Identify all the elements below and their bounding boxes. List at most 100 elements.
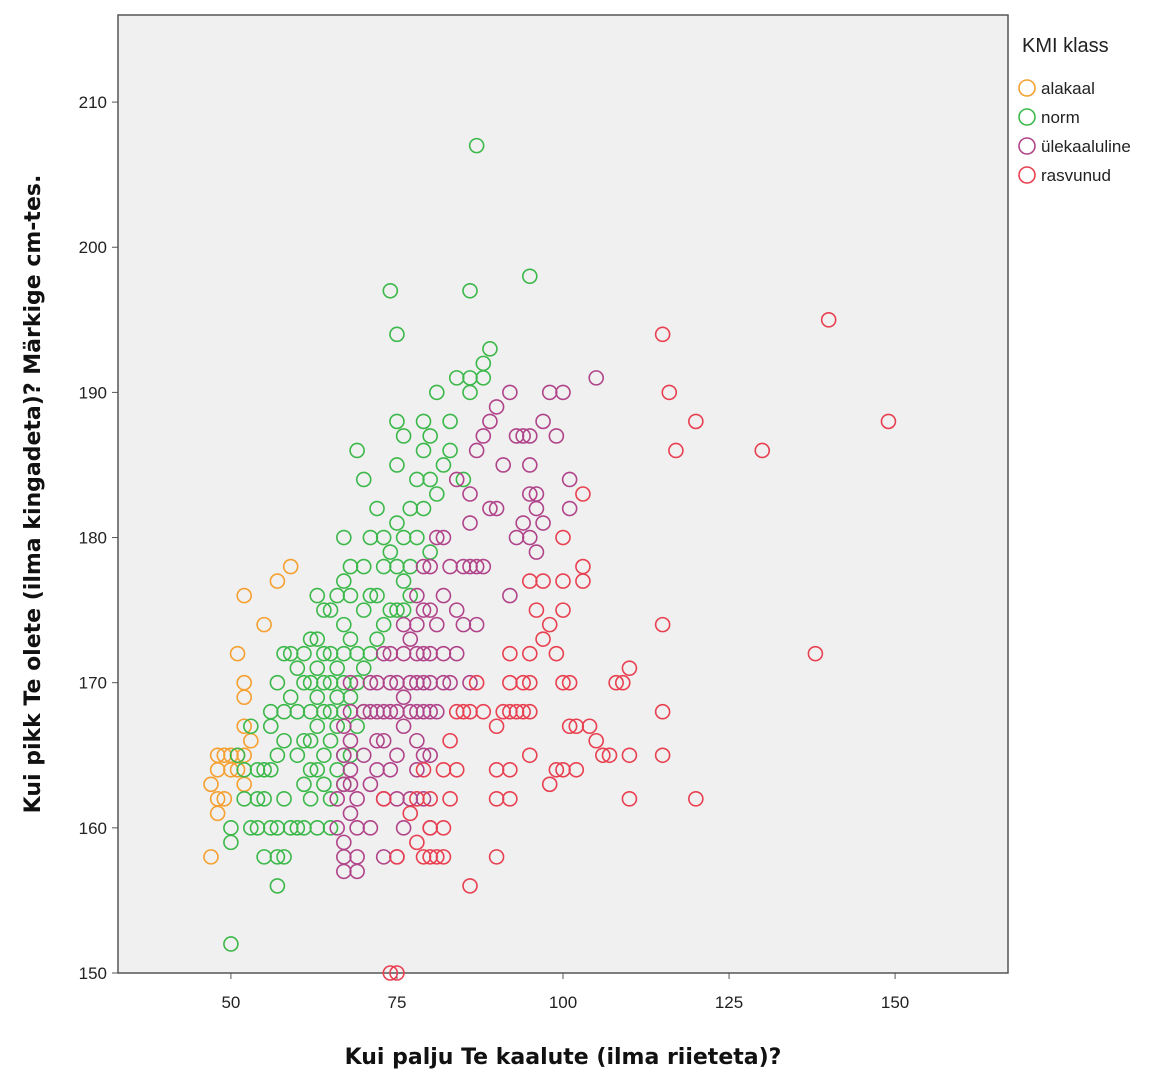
point-norm bbox=[395, 428, 412, 444]
point-norm bbox=[442, 442, 458, 459]
point-rasvunud bbox=[688, 413, 704, 430]
x-tick-label: 50 bbox=[221, 993, 240, 1012]
point--lekaaluline bbox=[355, 747, 372, 764]
point-rasvunud bbox=[581, 718, 598, 735]
point-rasvunud bbox=[389, 849, 405, 865]
point--lekaaluline bbox=[382, 761, 399, 778]
point--lekaaluline bbox=[362, 820, 379, 836]
point--lekaaluline bbox=[535, 515, 551, 531]
point-norm bbox=[349, 442, 365, 459]
point--lekaaluline bbox=[422, 558, 438, 575]
point--lekaaluline bbox=[488, 399, 505, 415]
point--lekaaluline bbox=[422, 747, 438, 764]
point--lekaaluline bbox=[342, 805, 359, 822]
point--lekaaluline bbox=[415, 558, 432, 575]
point-norm bbox=[429, 486, 445, 502]
point-rasvunud bbox=[502, 791, 518, 807]
point-norm bbox=[302, 631, 319, 647]
x-tick-label: 150 bbox=[881, 993, 909, 1012]
legend-label-alakaal: alakaal bbox=[1041, 79, 1095, 98]
point-norm bbox=[415, 500, 432, 517]
point-rasvunud bbox=[654, 326, 671, 343]
point--lekaaluline bbox=[495, 457, 512, 473]
point-rasvunud bbox=[561, 674, 578, 691]
point--lekaaluline bbox=[435, 529, 452, 546]
y-tick-label: 170 bbox=[79, 674, 107, 693]
point-rasvunud bbox=[654, 747, 671, 764]
point-norm bbox=[382, 544, 399, 560]
point--lekaaluline bbox=[588, 370, 605, 386]
point--lekaaluline bbox=[382, 703, 399, 720]
point-rasvunud bbox=[535, 631, 551, 647]
point-rasvunud bbox=[442, 791, 458, 807]
point-norm bbox=[468, 137, 485, 154]
y-tick-label: 180 bbox=[79, 529, 107, 548]
point-rasvunud bbox=[595, 747, 611, 764]
point-rasvunud bbox=[389, 965, 405, 981]
point-rasvunud bbox=[535, 573, 551, 589]
point-norm bbox=[336, 616, 352, 633]
y-tick-label: 200 bbox=[79, 238, 107, 257]
point--lekaaluline bbox=[375, 732, 392, 749]
point-norm bbox=[269, 747, 286, 764]
point-norm bbox=[375, 616, 392, 633]
point-norm bbox=[369, 587, 385, 604]
point-rasvunud bbox=[568, 761, 585, 778]
point-rasvunud bbox=[488, 849, 505, 865]
point-rasvunud bbox=[402, 805, 419, 822]
point-rasvunud bbox=[807, 645, 824, 662]
point-norm bbox=[289, 747, 306, 764]
point-norm bbox=[362, 587, 379, 604]
point--lekaaluline bbox=[362, 674, 379, 691]
point--lekaaluline bbox=[468, 558, 485, 575]
point-alakaal bbox=[209, 805, 226, 822]
legend-label-norm: norm bbox=[1041, 108, 1080, 127]
point-alakaal bbox=[203, 776, 219, 793]
point--lekaaluline bbox=[349, 849, 365, 865]
point-norm bbox=[316, 602, 332, 618]
point-alakaal bbox=[216, 791, 233, 807]
point-norm bbox=[355, 558, 372, 575]
data-points bbox=[203, 137, 897, 981]
point--lekaaluline bbox=[336, 776, 352, 793]
point--lekaaluline bbox=[415, 602, 432, 618]
point-norm bbox=[296, 645, 312, 662]
point-norm bbox=[289, 820, 306, 836]
point--lekaaluline bbox=[521, 428, 538, 444]
point-rasvunud bbox=[521, 645, 538, 662]
point-rasvunud bbox=[575, 486, 591, 502]
point-rasvunud bbox=[488, 718, 505, 735]
point-rasvunud bbox=[515, 674, 531, 691]
y-axis-ticks: 150 160 170 180 190 200 210 bbox=[79, 93, 118, 983]
point-norm bbox=[409, 529, 425, 546]
point-norm bbox=[355, 660, 372, 676]
point--lekaaluline bbox=[468, 616, 485, 633]
point-norm bbox=[389, 457, 405, 473]
point-norm bbox=[296, 776, 312, 793]
point-rasvunud bbox=[442, 732, 458, 749]
point-norm bbox=[302, 761, 319, 778]
point-norm bbox=[269, 849, 286, 865]
point-rasvunud bbox=[528, 602, 545, 618]
point-alakaal bbox=[203, 849, 219, 865]
point-rasvunud bbox=[429, 849, 445, 865]
point--lekaaluline bbox=[502, 587, 518, 604]
point-norm bbox=[355, 602, 372, 618]
point--lekaaluline bbox=[362, 776, 379, 793]
point-alakaal bbox=[282, 558, 299, 575]
legend-marker--lekaaluline bbox=[1018, 137, 1036, 155]
point--lekaaluline bbox=[521, 457, 538, 473]
point--lekaaluline bbox=[528, 486, 545, 502]
point-norm bbox=[336, 529, 352, 546]
point-rasvunud bbox=[561, 718, 578, 735]
point-rasvunud bbox=[555, 529, 571, 546]
point-rasvunud bbox=[382, 965, 399, 981]
point--lekaaluline bbox=[502, 384, 518, 401]
point--lekaaluline bbox=[429, 529, 445, 546]
point-norm bbox=[422, 471, 438, 488]
point--lekaaluline bbox=[395, 718, 412, 735]
point-norm bbox=[402, 587, 419, 604]
point-rasvunud bbox=[575, 558, 591, 575]
point--lekaaluline bbox=[435, 587, 452, 604]
